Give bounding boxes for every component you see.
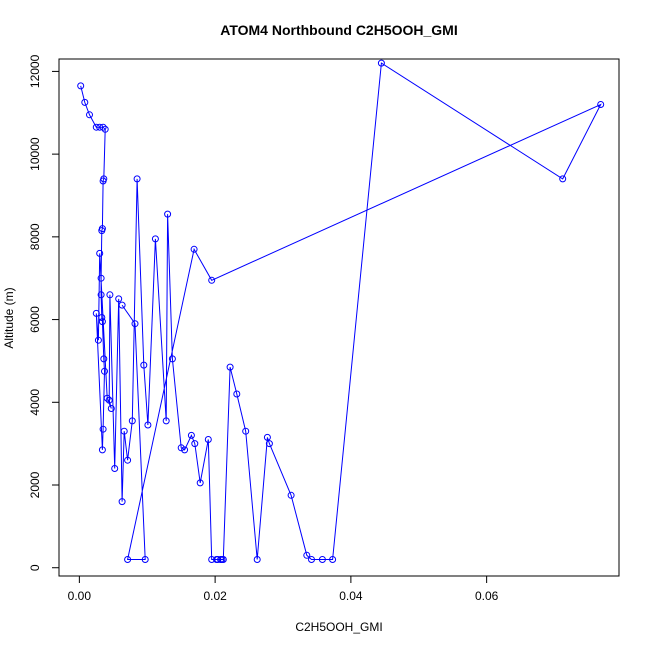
data-point — [303, 551, 311, 559]
data-point — [559, 175, 567, 183]
data-point — [187, 431, 195, 439]
data-point — [98, 318, 106, 326]
y-tick-label: 6000 — [28, 306, 42, 333]
y-tick-label: 0 — [28, 564, 42, 571]
data-point — [177, 444, 185, 452]
data-point — [101, 367, 108, 375]
data-point — [101, 125, 109, 133]
y-tick-label: 8000 — [28, 223, 42, 250]
data-point — [204, 436, 212, 443]
y-tick-label: 2000 — [28, 471, 42, 498]
x-axis: 0.00 0.02 0.04 0.06 — [68, 575, 499, 603]
data-point — [329, 556, 337, 563]
data-point — [81, 98, 89, 106]
data-point — [124, 456, 132, 464]
series-line — [80, 62, 602, 560]
data-point — [86, 111, 93, 119]
data-point — [98, 446, 106, 454]
data-point — [128, 417, 136, 425]
data-point — [597, 101, 605, 108]
x-tick-label: 0.04 — [339, 589, 363, 603]
data-point — [92, 309, 100, 317]
data-point — [263, 433, 271, 441]
x-tick-label: 0.00 — [68, 589, 92, 603]
data-point — [233, 390, 241, 398]
data-point — [103, 394, 111, 402]
data-point — [265, 440, 273, 448]
data-point — [99, 177, 107, 185]
data-point — [99, 123, 107, 131]
data-point — [162, 417, 170, 425]
data-point — [107, 405, 115, 412]
data-point — [111, 465, 119, 472]
data-point — [308, 556, 315, 563]
data-point — [100, 355, 108, 363]
data-point — [96, 249, 104, 257]
data-point — [97, 291, 105, 299]
data-point — [94, 336, 102, 344]
data-point — [191, 440, 199, 448]
data-point — [118, 498, 126, 506]
y-axis-label: Altitude (m) — [2, 287, 16, 348]
data-point — [242, 427, 250, 435]
data-point — [105, 396, 113, 404]
data-point — [99, 425, 107, 433]
data-point — [98, 227, 106, 235]
y-axis: 0 2000 4000 6000 8000 10000 12000 — [28, 54, 60, 571]
data-point — [377, 59, 385, 67]
data-point — [133, 175, 141, 183]
data-point — [97, 274, 105, 282]
data-point — [92, 123, 100, 131]
data-point — [287, 491, 295, 499]
data-point — [181, 446, 189, 454]
data-point — [131, 320, 139, 328]
data-point — [141, 556, 149, 563]
data-point — [106, 291, 114, 299]
y-tick-label: 10000 — [28, 137, 42, 171]
data-point — [208, 276, 216, 284]
x-tick-label: 0.02 — [203, 589, 227, 603]
data-point — [118, 301, 126, 309]
x-axis-label: C2H5OOH_GMI — [295, 620, 382, 634]
data-point — [98, 314, 106, 321]
data-point — [196, 479, 204, 487]
data-point — [144, 421, 152, 429]
data-point — [151, 235, 159, 243]
data-point — [120, 427, 128, 435]
data-point — [164, 210, 172, 218]
data-point — [140, 361, 148, 369]
data-point — [168, 355, 176, 363]
series-layer — [77, 59, 605, 563]
y-tick-label: 4000 — [28, 389, 42, 416]
y-tick-label: 12000 — [28, 54, 42, 88]
data-point — [226, 363, 234, 371]
data-point — [124, 556, 132, 563]
data-point — [253, 556, 261, 563]
data-point — [219, 556, 227, 563]
data-point — [115, 295, 123, 303]
data-point — [77, 82, 85, 90]
data-point — [190, 245, 198, 253]
x-tick-label: 0.06 — [475, 589, 499, 603]
chart-title: ATOM4 Northbound C2H5OOH_GMI — [220, 22, 457, 38]
data-point — [318, 556, 326, 563]
